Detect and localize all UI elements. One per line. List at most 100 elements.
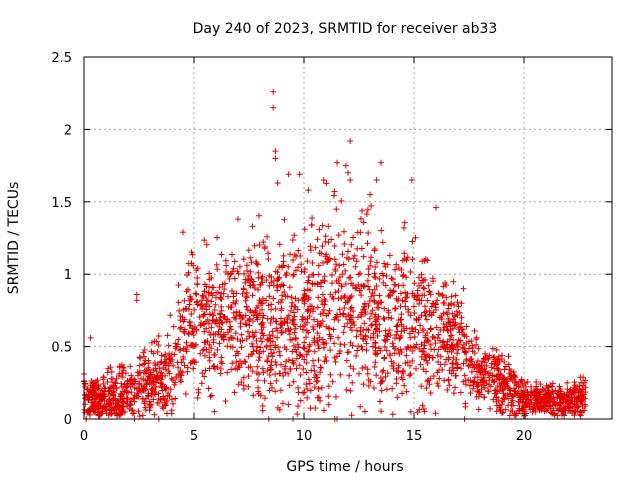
data-point [397, 303, 404, 310]
data-point [475, 406, 482, 413]
data-point [185, 286, 192, 293]
data-point [471, 350, 478, 357]
data-point [125, 389, 132, 396]
data-point [138, 382, 145, 389]
data-point [305, 307, 312, 314]
data-point [167, 386, 174, 393]
data-point [270, 88, 277, 95]
data-point [280, 372, 287, 379]
data-point [416, 274, 423, 281]
data-point [200, 293, 207, 300]
data-point [230, 265, 237, 272]
data-point [362, 311, 369, 318]
data-point [293, 355, 300, 362]
data-point [351, 322, 358, 329]
data-point [435, 383, 442, 390]
data-point [107, 364, 114, 371]
data-point [294, 341, 301, 348]
data-point [404, 359, 411, 366]
data-point [415, 282, 422, 289]
data-point [213, 294, 220, 301]
data-point [278, 361, 285, 368]
data-point [459, 344, 466, 351]
data-point [135, 408, 142, 415]
data-point [508, 399, 515, 406]
data-point [402, 360, 409, 367]
data-point [154, 361, 161, 368]
data-point [444, 386, 451, 393]
data-point [387, 293, 394, 300]
data-point [330, 192, 337, 199]
data-point [245, 373, 252, 380]
data-point [178, 324, 185, 331]
data-point [201, 346, 208, 353]
data-point [551, 411, 558, 418]
data-point [395, 282, 402, 289]
data-point [201, 373, 208, 380]
data-point [426, 289, 433, 296]
data-point [267, 320, 274, 327]
data-point [150, 379, 157, 386]
data-point [383, 386, 390, 393]
data-point [365, 283, 372, 290]
data-point [371, 339, 378, 346]
data-point [244, 306, 251, 313]
data-point [509, 408, 516, 415]
data-point [160, 405, 167, 412]
data-point [336, 350, 343, 357]
data-point [567, 405, 574, 412]
data-point [206, 283, 213, 290]
data-point [468, 358, 475, 365]
data-point [203, 325, 210, 332]
data-point [448, 344, 455, 351]
data-point [347, 305, 354, 312]
data-point [273, 325, 280, 332]
data-point [443, 341, 450, 348]
data-point [124, 378, 131, 385]
data-point [536, 388, 543, 395]
data-point [217, 314, 224, 321]
data-point [566, 393, 573, 400]
data-point [238, 331, 245, 338]
data-point [335, 277, 342, 284]
data-point [327, 333, 334, 340]
data-point [208, 274, 215, 281]
data-point [371, 273, 378, 280]
data-point [389, 411, 396, 418]
data-point [250, 281, 257, 288]
data-point [310, 357, 317, 364]
data-point [537, 398, 544, 405]
data-point [209, 292, 216, 299]
data-point [357, 270, 364, 277]
data-point [378, 387, 385, 394]
data-point [426, 311, 433, 318]
data-point [119, 395, 126, 402]
data-point [348, 280, 355, 287]
y-tick-label: 1 [64, 268, 72, 283]
data-point [190, 365, 197, 372]
data-point [249, 292, 256, 299]
data-point [259, 306, 266, 313]
data-point [339, 311, 346, 318]
data-point [493, 346, 500, 353]
data-point [135, 385, 142, 392]
data-point [95, 386, 102, 393]
data-point [499, 375, 506, 382]
data-point [186, 319, 193, 326]
data-point [319, 318, 326, 325]
data-point [188, 249, 195, 256]
data-point [348, 241, 355, 248]
data-point [87, 411, 94, 418]
data-point [258, 338, 265, 345]
data-point [145, 357, 152, 364]
data-point [249, 368, 256, 375]
data-point [82, 401, 89, 408]
data-point [426, 381, 433, 388]
data-point [556, 383, 563, 390]
data-point [219, 319, 226, 326]
data-point [128, 372, 135, 379]
data-point [443, 309, 450, 316]
data-point [268, 384, 275, 391]
data-point [198, 319, 205, 326]
data-point [272, 155, 279, 162]
